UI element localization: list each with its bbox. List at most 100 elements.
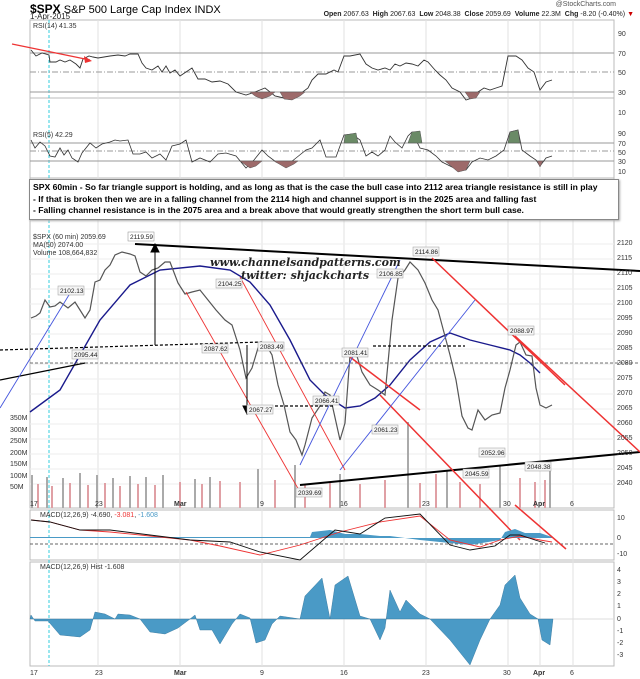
- svg-text:50: 50: [618, 70, 626, 77]
- svg-text:1: 1: [617, 603, 621, 610]
- svg-text:30: 30: [503, 501, 511, 508]
- rsi5-label: RSI(5) 42.29: [33, 132, 73, 139]
- svg-text:300M: 300M: [10, 427, 28, 434]
- svg-text:2048.38: 2048.38: [527, 464, 551, 471]
- svg-text:0: 0: [617, 616, 621, 623]
- svg-text:2060: 2060: [617, 420, 633, 427]
- svg-text:350M: 350M: [10, 415, 28, 422]
- triangle-resistance: [134, 243, 640, 272]
- vertical-gridlines: [97, 20, 574, 666]
- svg-text:70: 70: [618, 141, 626, 148]
- svg-text:2080: 2080: [617, 360, 633, 367]
- macd-hist-label: MACD(12,26,9) Hist -1.608: [40, 564, 125, 571]
- svg-text:9: 9: [260, 670, 264, 677]
- svg-text:2081.41: 2081.41: [344, 350, 368, 357]
- volume-axis: 350M 300M 250M 200M 150M 100M 50M: [10, 415, 28, 491]
- svg-text:2050: 2050: [617, 450, 633, 457]
- svg-text:2065: 2065: [617, 405, 633, 412]
- svg-text:200M: 200M: [10, 450, 28, 457]
- svg-text:17: 17: [30, 501, 38, 508]
- svg-text:6: 6: [570, 501, 574, 508]
- svg-text:-3: -3: [617, 652, 623, 659]
- svg-text:23: 23: [422, 501, 430, 508]
- svg-text:2: 2: [617, 591, 621, 598]
- svg-text:17: 17: [30, 670, 38, 677]
- price-labels: 2119.59 2102.13 2095.44 2104.25 2087.62 …: [57, 231, 552, 498]
- svg-text:Mar: Mar: [174, 501, 187, 508]
- svg-text:30: 30: [503, 670, 511, 677]
- svg-text:23: 23: [95, 501, 103, 508]
- rsi14-label: RSI(14) 41.35: [33, 23, 77, 30]
- svg-text:2114.86: 2114.86: [415, 249, 438, 256]
- svg-text:23: 23: [422, 670, 430, 677]
- svg-text:2052.96: 2052.96: [481, 450, 505, 457]
- red-arrow-annotation: [11, 43, 92, 63]
- svg-text:2090: 2090: [617, 330, 633, 337]
- svg-text:2095.44: 2095.44: [74, 352, 98, 359]
- svg-text:Apr: Apr: [533, 501, 545, 508]
- rsi14-panel: RSI(14) 41.35 90 70 50 30: [30, 23, 626, 101]
- svg-text:2115: 2115: [617, 255, 632, 262]
- svg-text:2104.25: 2104.25: [218, 281, 242, 288]
- svg-text:3: 3: [617, 579, 621, 586]
- svg-text:2102.13: 2102.13: [60, 288, 84, 295]
- x-axis-bottom: 17 23 Mar 9 16 23 30 Apr 6: [30, 670, 574, 677]
- svg-text:2067.27: 2067.27: [249, 407, 273, 414]
- volume-bars: [31, 422, 551, 508]
- svg-text:2045.59: 2045.59: [465, 471, 489, 478]
- analysis-note: SPX 60min - So far triangle support is h…: [29, 179, 619, 220]
- panel-frames: [29, 19, 615, 667]
- svg-text:-1: -1: [617, 628, 623, 635]
- svg-text:0: 0: [617, 535, 621, 542]
- ohlc-summary: Open 2067.63 High 2067.63 Low 2048.38 Cl…: [323, 11, 634, 18]
- svg-text:2040: 2040: [617, 480, 633, 487]
- chart-header: $SPX S&P 500 Large Cap Index INDX 1-Apr-…: [0, 0, 640, 21]
- svg-text:30: 30: [618, 159, 626, 166]
- svg-text:2100: 2100: [617, 300, 633, 307]
- svg-text:Apr: Apr: [533, 670, 545, 677]
- chart-date: 1-Apr-2015: [30, 12, 71, 21]
- svg-text:2039.69: 2039.69: [298, 490, 322, 497]
- svg-text:-10: -10: [617, 551, 627, 558]
- x-axis-price: 17 23 Mar 9 16 23 30 Apr 6: [30, 501, 574, 508]
- ma-label: MA(50) 2074.00: [33, 242, 83, 249]
- symbol-title: $SPX S&P 500 Large Cap Index INDX: [30, 2, 221, 16]
- svg-text:100M: 100M: [10, 473, 28, 480]
- svg-text:2088.97: 2088.97: [510, 328, 534, 335]
- svg-text:2055: 2055: [617, 435, 633, 442]
- macd-label: MACD(12,26,9) -4.690, -3.081, -1.608: [40, 512, 158, 519]
- price-line: [30, 251, 553, 457]
- svg-text:-2: -2: [617, 640, 623, 647]
- svg-text:2087.62: 2087.62: [204, 346, 228, 353]
- svg-text:250M: 250M: [10, 438, 28, 445]
- price-axis: 2120 2115 2110 2105 2100 2095 2090 2085 …: [617, 240, 633, 487]
- svg-text:2075: 2075: [617, 375, 633, 382]
- rsi5-panel: 10 RSI(5) 42.29 90 70 50 30 10: [30, 110, 626, 176]
- svg-text:2106.85: 2106.85: [379, 271, 403, 278]
- svg-text:2085: 2085: [617, 345, 633, 352]
- volume-label: Volume 108,664,832: [33, 250, 97, 257]
- watermark-url: www.channelsandpatterns.com: [210, 256, 401, 269]
- svg-text:2110: 2110: [617, 270, 632, 277]
- svg-text:9: 9: [260, 501, 264, 508]
- svg-text:2045: 2045: [617, 465, 633, 472]
- svg-text:2119.59: 2119.59: [130, 234, 153, 241]
- source-credit: @StockCharts.com: [555, 1, 616, 8]
- svg-text:10: 10: [618, 110, 626, 117]
- price-label: $SPX (60 min) 2059.69: [33, 234, 106, 241]
- svg-text:2095: 2095: [617, 315, 633, 322]
- macd-panel: MACD(12,26,9) -4.690, -3.081, -1.608 10 …: [30, 504, 627, 561]
- svg-text:2105: 2105: [617, 285, 633, 292]
- svg-text:23: 23: [95, 670, 103, 677]
- svg-text:2070: 2070: [617, 390, 633, 397]
- macd-hist-panel: MACD(12,26,9) Hist -1.608 4 3 2 1 0 -1 -…: [29, 564, 623, 677]
- svg-text:2083.49: 2083.49: [260, 344, 284, 351]
- svg-text:50M: 50M: [10, 484, 24, 491]
- svg-text:6: 6: [570, 670, 574, 677]
- svg-text:16: 16: [340, 501, 348, 508]
- svg-text:50: 50: [618, 150, 626, 157]
- svg-text:2066.41: 2066.41: [315, 398, 339, 405]
- price-panel: 2119.59 2102.13 2095.44 2104.25 2087.62 …: [0, 231, 640, 541]
- svg-text:150M: 150M: [10, 461, 28, 468]
